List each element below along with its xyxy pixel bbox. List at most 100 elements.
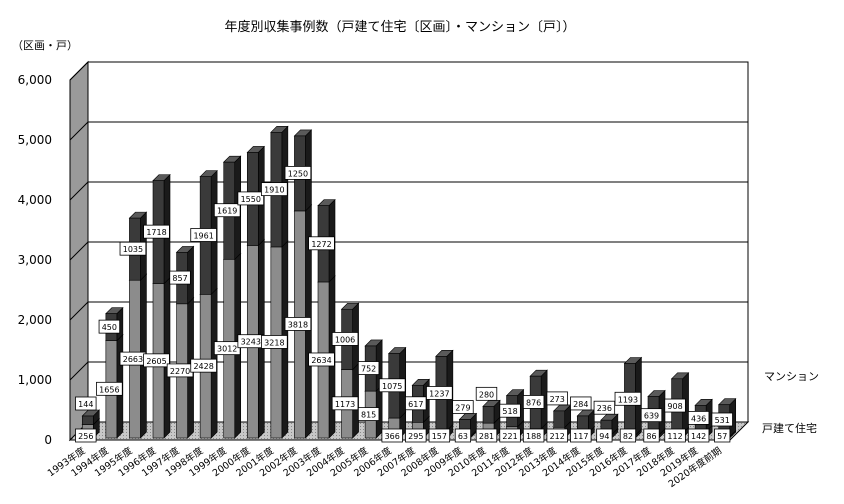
data-label-mansion-box: 1035	[119, 241, 147, 256]
gridline-side	[69, 181, 89, 201]
data-label-mansion-box: 144	[75, 396, 97, 411]
x-axis-ticks: 1993年度1994年度1995年度1996年度1997年度1998年度1999…	[45, 444, 724, 490]
data-label-mansion-box: 1550	[237, 191, 265, 206]
data-label-mansion-box: 1006	[331, 332, 359, 346]
data-label-detached-frame	[381, 428, 403, 443]
data-label-mansion-box: 280	[475, 386, 498, 401]
data-label-detached-frame	[143, 353, 170, 368]
y-tick-label: 4,000	[18, 193, 52, 207]
data-label-mansion: 1961	[193, 231, 213, 240]
data-label-detached-frame	[261, 335, 288, 349]
data-label-mansion-frame	[357, 361, 380, 375]
data-label-mansion-box: 1619	[213, 203, 241, 218]
data-label-mansion-box: 273	[546, 391, 568, 406]
data-label-mansion-frame	[331, 332, 359, 346]
data-label-mansion-box: 752	[357, 361, 380, 375]
data-label-detached-frame	[596, 428, 613, 443]
data-label-detached-box: 815	[357, 407, 380, 421]
data-label-detached-frame	[619, 428, 637, 443]
data-label-mansion: 284	[573, 400, 588, 409]
data-label-detached-frame	[357, 407, 380, 421]
data-label-mansion-frame	[546, 391, 568, 406]
data-label-mansion: 1718	[146, 228, 166, 237]
data-label-detached: 142	[691, 432, 706, 441]
data-label-mansion-frame	[499, 403, 521, 418]
data-label-mansion: 450	[102, 323, 117, 332]
data-label-mansion: 617	[408, 400, 423, 409]
data-label-mansion-box: 1075	[378, 378, 406, 393]
data-label-mansion-box: 876	[522, 395, 545, 409]
data-label-mansion-frame	[664, 398, 686, 413]
data-label-detached-frame	[570, 428, 592, 443]
gridline-side	[69, 361, 89, 381]
gridline-side	[69, 241, 89, 261]
data-label-detached-box: 112	[664, 428, 686, 443]
data-label-detached-box: 63	[454, 428, 472, 443]
data-label-mansion-box: 1910	[261, 182, 288, 197]
data-label-mansion-frame	[522, 395, 545, 409]
data-label-mansion: 144	[78, 400, 93, 409]
bar-front	[553, 410, 566, 428]
data-label-detached-box: 2270	[166, 363, 194, 378]
chart-title: 年度別収集事例数（戸建て住宅〔区画〕・マンション〔戸〕）	[224, 19, 575, 35]
data-label-detached: 2634	[311, 356, 331, 365]
data-label-mansion-frame	[452, 400, 474, 414]
data-label-mansion-frame	[237, 191, 265, 206]
data-label-detached: 157	[432, 432, 447, 441]
data-label-detached-box: 256	[75, 428, 97, 443]
data-label-mansion-frame	[570, 396, 592, 411]
data-label-detached-box: 1656	[96, 381, 123, 396]
data-label-detached: 212	[550, 432, 565, 441]
data-label-detached: 1656	[99, 385, 119, 394]
data-label-mansion-frame	[284, 166, 312, 180]
data-label-mansion: 1910	[264, 186, 284, 195]
data-label-mansion-box: 1961	[190, 228, 217, 242]
data-label-detached: 2270	[170, 367, 190, 376]
y-tick-label: 3,000	[18, 253, 52, 267]
data-label-detached: 281	[479, 432, 494, 441]
data-label-detached-box: 212	[546, 428, 568, 443]
data-label-mansion-frame	[687, 410, 710, 425]
data-label-mansion: 1550	[241, 195, 261, 204]
data-label-detached-frame	[664, 428, 686, 443]
data-label-mansion-box: 639	[640, 408, 663, 423]
data-label-mansion-box: 279	[452, 400, 474, 414]
data-label-mansion: 876	[526, 398, 541, 407]
data-label-detached-frame	[405, 428, 427, 443]
data-label-mansion: 518	[502, 407, 517, 416]
data-label-mansion: 280	[479, 390, 494, 399]
data-label-detached: 295	[408, 432, 423, 441]
data-label-mansion-frame	[711, 412, 733, 427]
data-label-mansion-frame	[308, 236, 335, 251]
y-tick-label: 0	[44, 433, 52, 447]
data-label-detached: 1173	[335, 400, 355, 409]
data-label-mansion-frame	[378, 378, 406, 393]
y-axis-unit-label: （区画・戸）	[12, 39, 78, 52]
data-label-detached-frame	[190, 358, 217, 373]
data-label-mansion-frame	[614, 391, 642, 406]
legend-mansion: マンション	[764, 370, 819, 383]
data-label-detached: 3218	[264, 338, 284, 347]
data-label-detached-box: 281	[475, 428, 498, 443]
data-label-mansion-box: 436	[687, 410, 710, 425]
data-label-detached: 2605	[146, 357, 166, 366]
data-label-mansion: 436	[691, 414, 706, 423]
gridline-side	[69, 121, 89, 141]
data-label-mansion-frame	[75, 396, 97, 411]
data-label-detached-frame	[714, 428, 731, 443]
data-label-detached: 221	[502, 432, 517, 441]
bar-mansion	[81, 409, 101, 426]
data-label-detached-box: 295	[405, 428, 427, 443]
data-label-detached: 112	[667, 432, 682, 441]
data-label-detached: 82	[623, 432, 633, 441]
data-label-mansion: 279	[455, 403, 470, 412]
data-labels: 256 144 1656 450 2663 1035 2605 1718 2270 857 2428…	[75, 166, 733, 443]
data-label-detached: 3818	[288, 320, 308, 329]
bar-front	[81, 415, 94, 425]
data-label-detached-box: 3243	[237, 334, 265, 349]
data-label-detached-frame	[475, 428, 498, 443]
data-label-detached-box: 188	[522, 428, 545, 443]
data-label-detached: 86	[646, 432, 656, 441]
data-label-detached-frame	[687, 428, 710, 443]
